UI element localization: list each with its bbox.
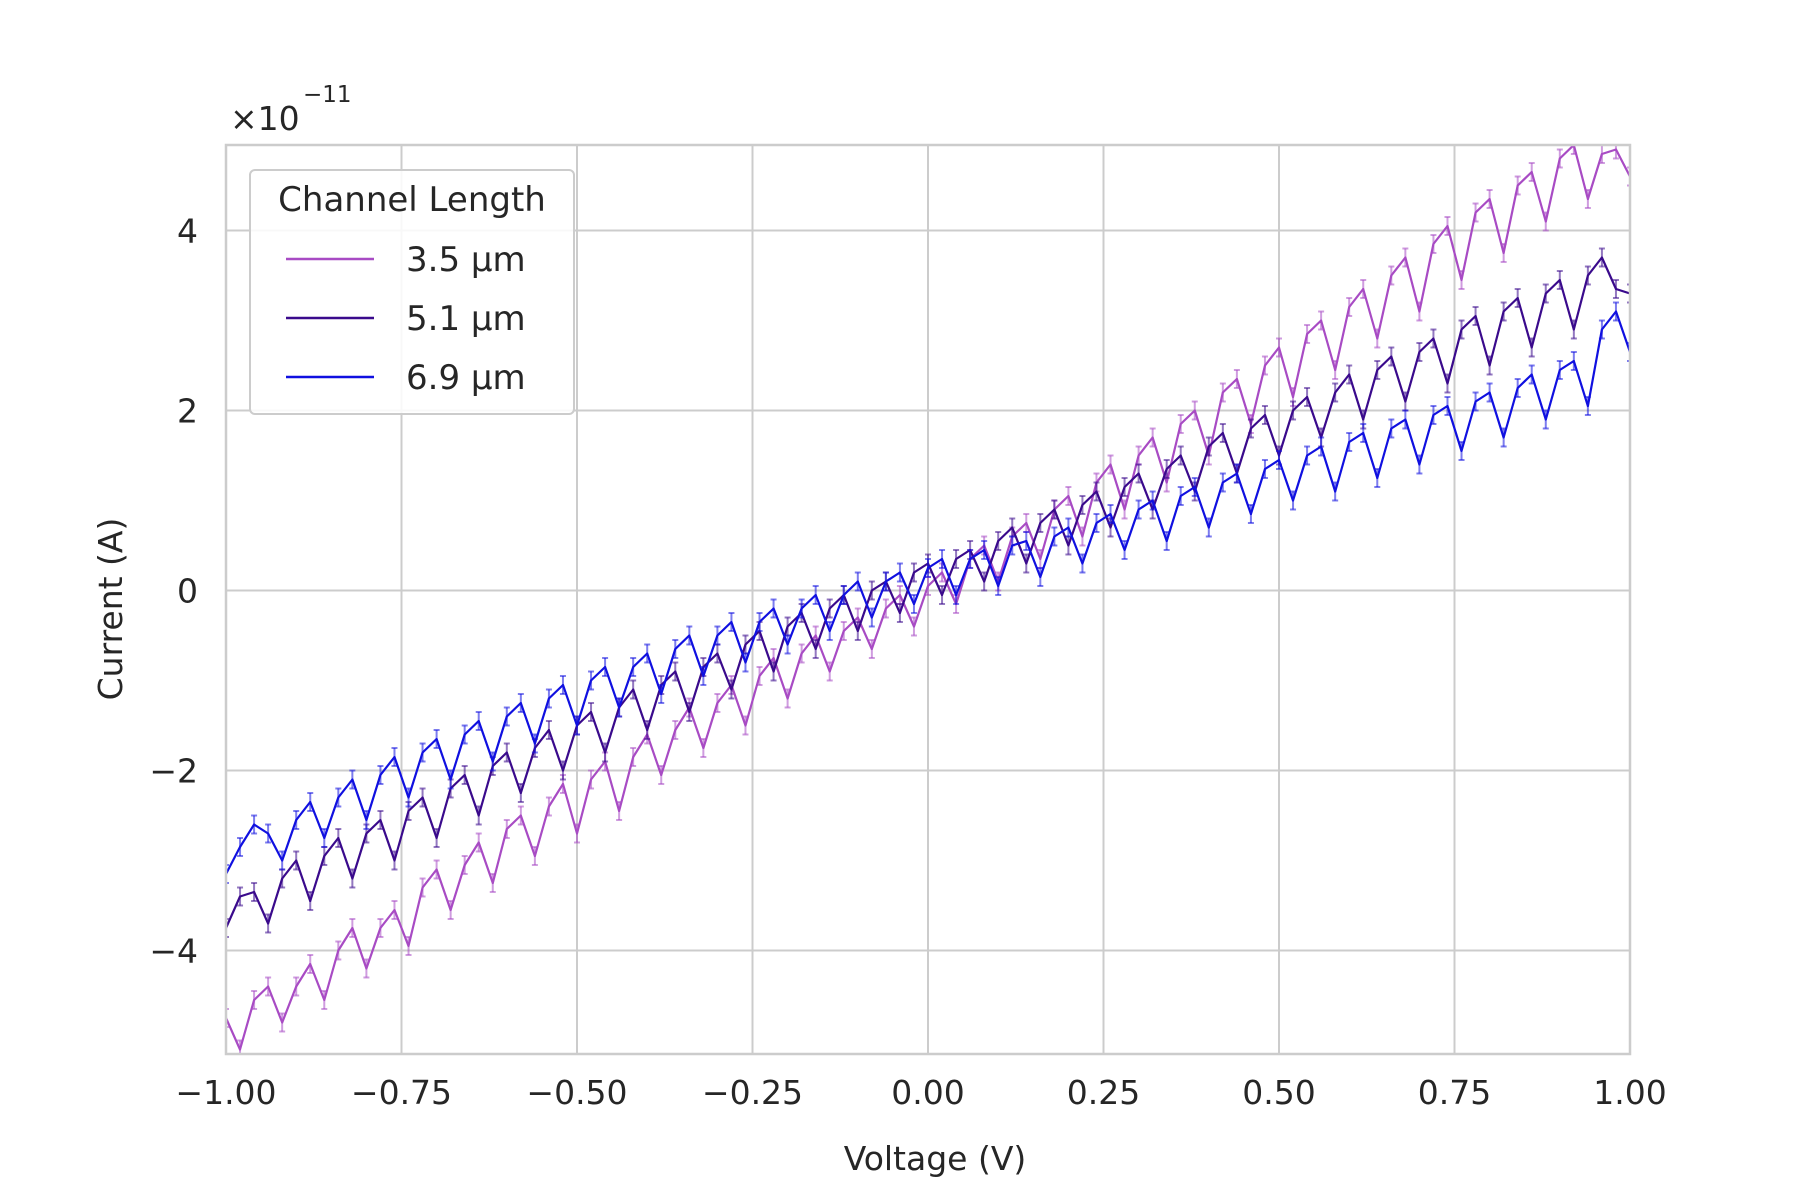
legend-entry: 6.9 μm <box>286 358 526 398</box>
x-axis-title: Voltage (V) <box>844 1139 1027 1178</box>
x-tick-label: 0.25 <box>1067 1073 1140 1112</box>
x-tick-label: −1.00 <box>175 1073 276 1112</box>
legend-label: 5.1 μm <box>406 299 526 339</box>
error-bar <box>1627 283 1630 304</box>
series-line <box>226 145 1630 1051</box>
y-tick-label: 4 <box>177 212 198 251</box>
x-tick-label: −0.25 <box>702 1073 803 1112</box>
y-scale-offset: ×10 −11 <box>230 82 352 138</box>
ticks-layer: −1.00 −0.75 −0.50 −0.25 0.00 0.25 0.50 0.75 1.00… <box>149 212 1666 1113</box>
x-tick-label: −0.50 <box>526 1073 627 1112</box>
plot-frame <box>224 143 1632 1056</box>
x-tick-label: 0.75 <box>1418 1073 1491 1112</box>
legend-box <box>249 169 575 415</box>
y-scale-exponent: −11 <box>303 82 352 108</box>
frame-layer <box>224 143 1632 1056</box>
error-bar <box>226 918 229 938</box>
plot-layer <box>226 145 1630 1054</box>
x-tick-label: 0.50 <box>1242 1073 1315 1112</box>
legend-entries: 3.5 μm 5.1 μm 6.9 μm <box>286 240 526 398</box>
series-line <box>226 310 1630 875</box>
legend-label: 3.5 μm <box>406 240 526 280</box>
series-3 <box>226 301 1630 884</box>
y-tick-label: 0 <box>177 572 198 611</box>
error-bar <box>226 1008 229 1028</box>
x-tick-label: −0.75 <box>351 1073 452 1112</box>
error-bar <box>1627 166 1630 187</box>
y-tick-label: −2 <box>149 752 198 791</box>
y-tick-label: 2 <box>177 392 198 431</box>
x-tick-label: 1.00 <box>1593 1073 1666 1112</box>
legend-title: Channel Length <box>278 180 546 220</box>
y-tick-label: −4 <box>149 932 198 971</box>
legend-label: 6.9 μm <box>406 358 526 398</box>
x-tick-label: 0.00 <box>891 1073 964 1112</box>
legend-entry: 5.1 μm <box>286 299 526 339</box>
legend: Channel Length 3.5 μm 5.1 μm 6.9 μm <box>249 169 575 415</box>
error-bar <box>226 864 229 884</box>
y-axis-title: Current (A) <box>91 518 130 701</box>
y-scale-label: ×10 <box>230 99 300 138</box>
legend-entry: 3.5 μm <box>286 240 526 280</box>
